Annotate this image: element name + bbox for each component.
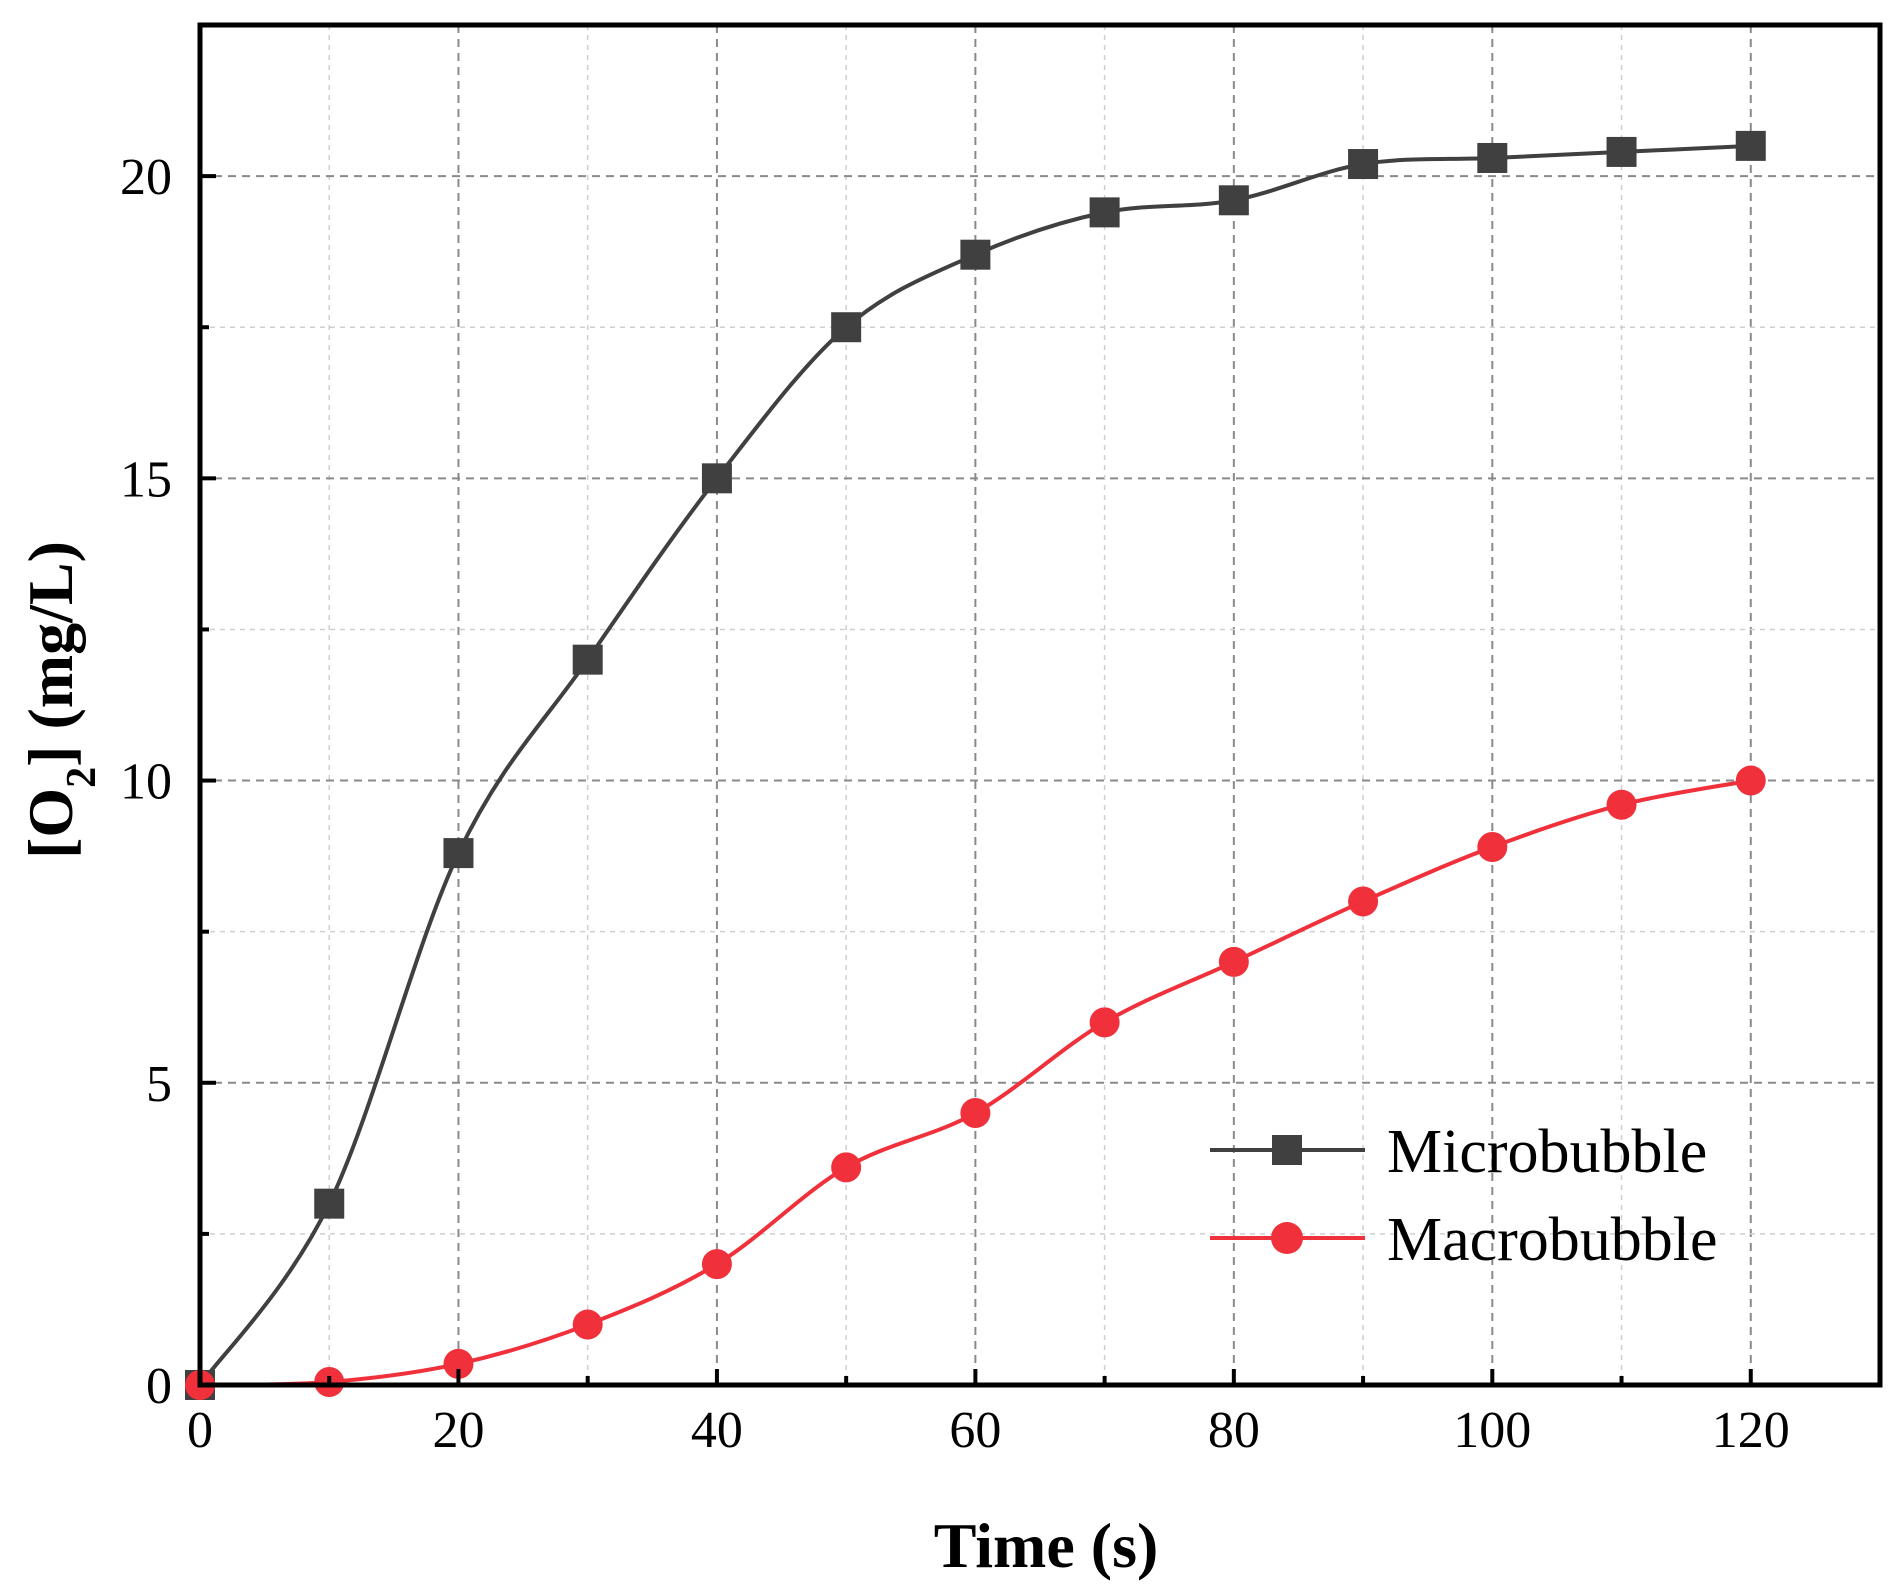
grid bbox=[200, 25, 1880, 1385]
axes: 0 20 40 60 80 100 120 0 5 10 15 20 bbox=[120, 23, 1882, 1459]
data-point-macrobubble bbox=[1477, 832, 1508, 863]
data-point-microbubble bbox=[443, 838, 474, 869]
data-point-microbubble bbox=[960, 239, 991, 270]
data-point-macrobubble bbox=[831, 1152, 862, 1183]
x-tick-label: 100 bbox=[1453, 1402, 1531, 1459]
x-tick-label: 0 bbox=[187, 1402, 213, 1459]
legend: Microbubble Macrobubble bbox=[1210, 1118, 1718, 1274]
data-point-microbubble bbox=[701, 463, 732, 494]
y-tick-label: 20 bbox=[120, 149, 172, 206]
data-point-microbubble bbox=[314, 1188, 345, 1219]
y-axis-title-close: ] (mg/L) bbox=[15, 541, 86, 767]
x-tick-label: 60 bbox=[949, 1402, 1001, 1459]
legend-marker-microbubble bbox=[1272, 1135, 1302, 1165]
data-point-macrobubble bbox=[1735, 765, 1766, 796]
data-point-microbubble bbox=[831, 312, 862, 343]
data-point-microbubble bbox=[1218, 185, 1249, 216]
legend-label-microbubble: Microbubble bbox=[1387, 1118, 1707, 1186]
data-point-macrobubble bbox=[1348, 886, 1379, 917]
y-tick-label: 10 bbox=[120, 754, 172, 811]
data-point-microbubble bbox=[1089, 197, 1120, 228]
data-point-microbubble bbox=[572, 644, 603, 675]
data-point-macrobubble bbox=[443, 1348, 474, 1379]
data-point-macrobubble bbox=[1218, 946, 1249, 977]
x-tick-label: 80 bbox=[1208, 1402, 1260, 1459]
y-tick-label: 5 bbox=[146, 1056, 172, 1113]
series-layer bbox=[185, 130, 1766, 1400]
data-point-microbubble bbox=[1606, 136, 1637, 167]
x-tick-label: 20 bbox=[432, 1402, 484, 1459]
y-axis-title-subscript: 2 bbox=[59, 767, 105, 788]
plot-frame bbox=[197, 22, 1883, 1388]
x-tick-label: 40 bbox=[691, 1402, 743, 1459]
data-point-microbubble bbox=[1735, 130, 1766, 161]
y-tick-label: 0 bbox=[146, 1358, 172, 1415]
y-axis-title-open: [O bbox=[15, 788, 86, 859]
data-point-macrobubble bbox=[960, 1098, 991, 1128]
series-microbubble bbox=[185, 130, 1766, 1400]
data-point-macrobubble bbox=[572, 1309, 603, 1340]
data-point-microbubble bbox=[1477, 142, 1508, 173]
data-point-microbubble bbox=[1348, 149, 1379, 180]
series-macrobubble bbox=[185, 765, 1766, 1400]
y-tick-label: 15 bbox=[120, 451, 172, 508]
series-line-microbubble bbox=[198, 143, 1751, 1387]
x-axis-title: Time (s) bbox=[934, 1510, 1159, 1581]
data-point-macrobubble bbox=[1089, 1007, 1120, 1038]
y-axis-title: [O2] (mg/L) bbox=[15, 541, 105, 859]
data-point-macrobubble bbox=[701, 1249, 732, 1280]
legend-marker-macrobubble bbox=[1271, 1222, 1303, 1254]
x-tick-label: 120 bbox=[1712, 1402, 1790, 1459]
legend-label-macrobubble: Macrobubble bbox=[1387, 1206, 1718, 1274]
data-point-macrobubble bbox=[1606, 789, 1637, 820]
